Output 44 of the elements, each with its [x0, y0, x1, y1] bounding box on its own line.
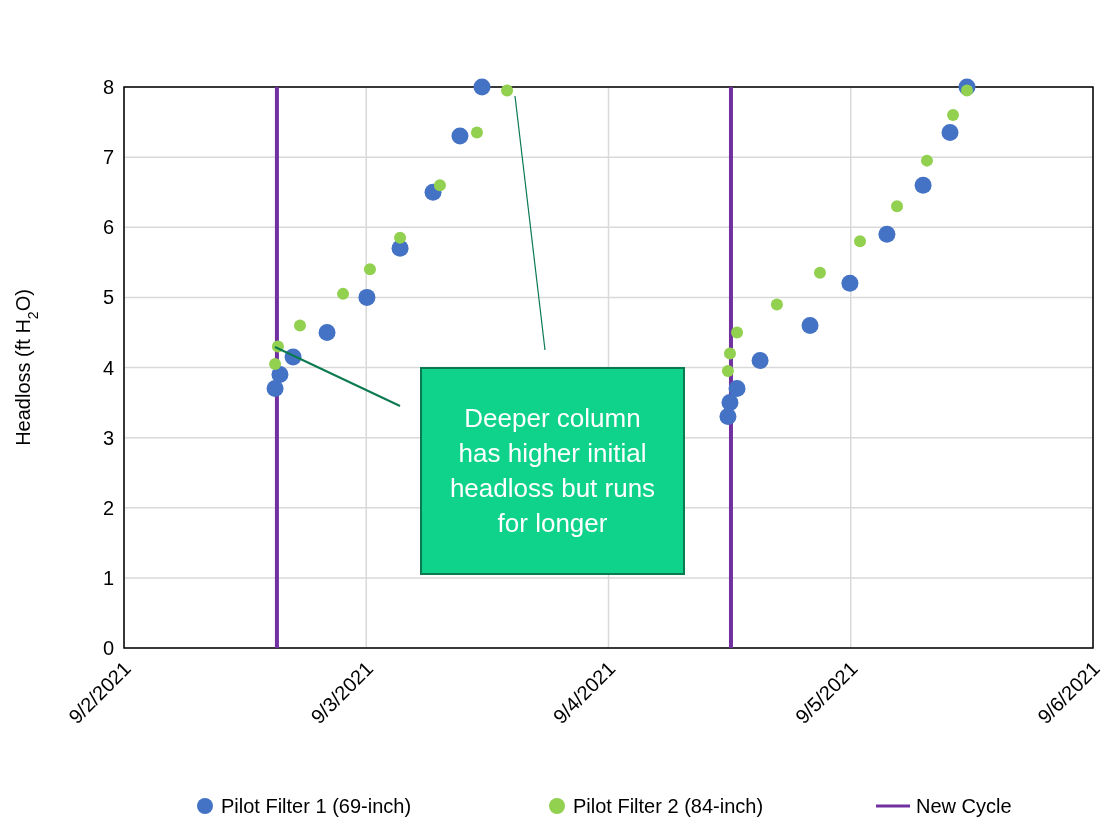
point — [941, 124, 959, 142]
point — [501, 84, 514, 97]
point — [801, 316, 819, 334]
point — [719, 408, 737, 426]
y-tick-label: 6 — [102, 216, 114, 239]
legend-label: Pilot Filter 2 (84-inch) — [573, 795, 764, 817]
point — [451, 127, 469, 145]
y-tick-label: 4 — [102, 356, 114, 379]
point — [473, 78, 491, 96]
legend-label: New Cycle — [916, 795, 1012, 817]
point — [751, 351, 769, 369]
point — [891, 200, 904, 213]
point — [721, 365, 734, 378]
y-tick-label: 2 — [102, 496, 114, 519]
point — [318, 323, 336, 341]
y-tick-label: 1 — [102, 566, 114, 589]
point — [394, 231, 407, 244]
point — [266, 380, 284, 398]
point — [914, 176, 932, 194]
y-tick-label: 5 — [102, 286, 114, 309]
point — [731, 326, 744, 339]
point — [721, 394, 739, 412]
y-tick-label: 8 — [102, 76, 114, 98]
legend-label: Pilot Filter 1 (69-inch) — [221, 795, 412, 817]
point — [293, 319, 306, 332]
point — [770, 298, 783, 311]
point — [854, 235, 866, 248]
point — [920, 154, 933, 167]
point — [363, 263, 376, 276]
point — [470, 126, 483, 139]
point — [728, 380, 746, 398]
point — [841, 274, 859, 292]
point — [358, 288, 376, 306]
point — [271, 366, 289, 384]
point — [878, 225, 896, 243]
y-tick-label: 3 — [102, 426, 114, 449]
annotation: Deeper column has higher initial headloss but runs for longer — [448, 402, 657, 540]
y-tick-label: 7 — [102, 146, 114, 169]
y-tick-label: 0 — [102, 637, 114, 659]
point — [813, 266, 826, 279]
point — [723, 347, 736, 360]
point — [947, 109, 960, 122]
point — [269, 357, 282, 370]
point — [337, 287, 350, 300]
